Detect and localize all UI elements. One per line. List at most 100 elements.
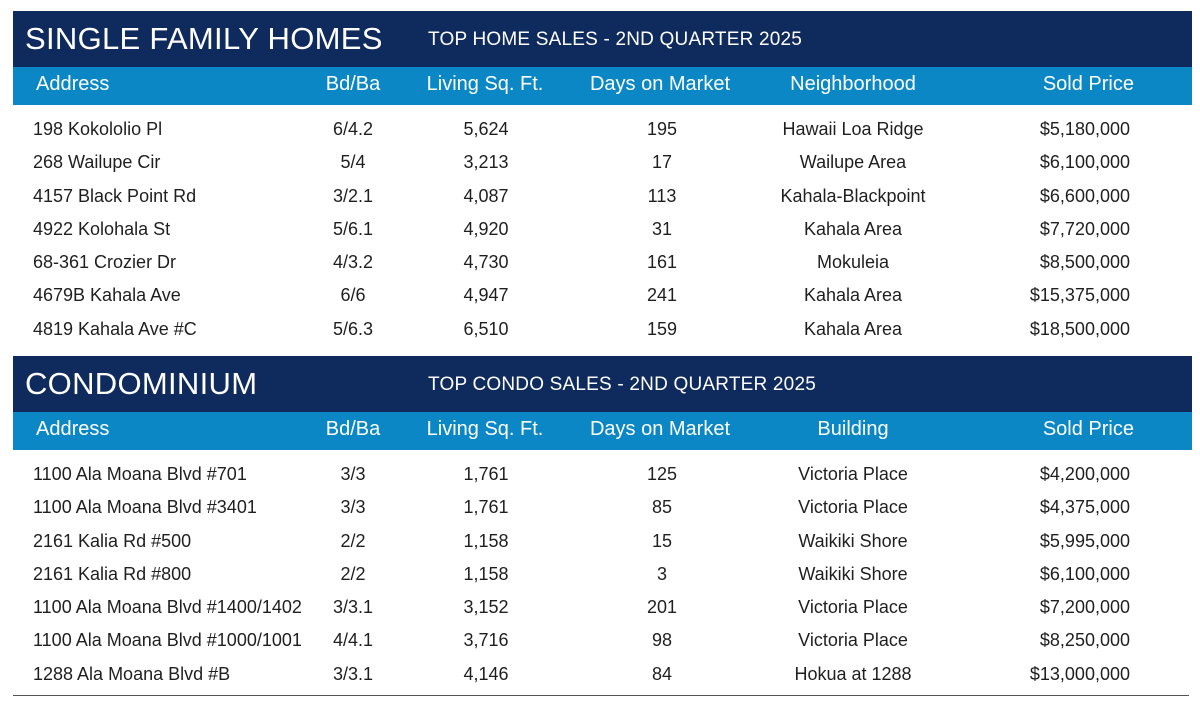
cell-address: 4679B Kahala Ave (33, 285, 181, 306)
cell-address: 2161 Kalia Rd #800 (33, 563, 192, 584)
cell-price: $4,200,000 (1039, 464, 1130, 484)
condominium-section: CONDOMINIUM TOP CONDO SALES - 2ND QUARTE… (13, 356, 1192, 691)
cell-days: 201 (646, 597, 678, 618)
cell-sqft: 3,716 (463, 630, 509, 651)
bottom-divider (13, 695, 1189, 696)
header-building: Building (817, 418, 889, 440)
cell-days: 84 (651, 663, 673, 684)
cell-sqft: 1,158 (463, 563, 509, 584)
section-title: CONDOMINIUM (25, 366, 258, 401)
cell-location: Victoria Place (798, 630, 908, 651)
cell-bdba: 3/2.1 (332, 185, 374, 206)
cell-sqft: 5,624 (463, 119, 509, 139)
cell-bdba: 3/3 (340, 464, 366, 484)
cell-price: $5,995,000 (1039, 530, 1130, 551)
table-body: 1100 Ala Moana Blvd #701 3/3 1,761 125 Victo… (13, 450, 1192, 691)
cell-days: 3 (656, 563, 668, 584)
cell-bdba: 6/4.2 (332, 119, 374, 139)
table-row: 198 Kokololio Pl 6/4.2 5,624 195 Hawaii Loa … (13, 113, 1192, 146)
header-address: Address (36, 73, 110, 95)
table-body: 198 Kokololio Pl 6/4.2 5,624 195 Hawaii Loa … (13, 105, 1192, 346)
cell-days: 161 (646, 252, 678, 273)
cell-sqft: 1,761 (463, 464, 509, 484)
single-family-section: SINGLE FAMILY HOMES TOP HOME SALES - 2ND… (13, 11, 1192, 346)
table-header: Address Bd/Ba Living Sq. Ft. Days on Mar… (13, 412, 1192, 450)
table-row: 2161 Kalia Rd #800 2/2 1,158 3 Waikiki Shore… (13, 558, 1192, 591)
header-bdba: Bd/Ba (325, 73, 381, 95)
header-days: Days on Market (589, 418, 731, 440)
table-row: 4922 Kolohala St 5/6.1 4,920 31 Kahala Area $… (13, 213, 1192, 246)
table-row: 1100 Ala Moana Blvd #701 3/3 1,761 125 Victo… (13, 458, 1192, 491)
cell-bdba: 3/3.1 (332, 597, 374, 618)
cell-location: Kahala Area (803, 285, 903, 306)
table-row: 68-361 Crozier Dr 4/3.2 4,730 161 Mokuleia $8… (13, 246, 1192, 279)
cell-address: 1100 Ala Moana Blvd #1000/1001 (33, 630, 302, 651)
cell-price: $8,500,000 (1039, 252, 1130, 273)
cell-bdba: 5/4 (340, 152, 366, 173)
table-row: 1100 Ala Moana Blvd #1400/1402 3/3.1 3,152… (13, 591, 1192, 624)
cell-bdba: 6/6 (340, 285, 366, 306)
cell-location: Hawaii Loa Ridge (782, 119, 924, 139)
header-bdba: Bd/Ba (325, 418, 381, 440)
cell-days: 159 (646, 318, 678, 339)
cell-location: Wailupe Area (799, 152, 907, 173)
cell-address: 68-361 Crozier Dr (33, 252, 177, 273)
cell-address: 268 Wailupe Cir (33, 152, 161, 173)
header-price: Sold Price (1042, 418, 1134, 440)
cell-location: Kahala-Blackpoint (780, 185, 926, 206)
table-row: 1288 Ala Moana Blvd #B 3/3.1 4,146 84 Hokua … (13, 658, 1192, 691)
header-sqft: Living Sq. Ft. (426, 73, 544, 95)
cell-location: Hokua at 1288 (794, 663, 912, 684)
cell-address: 2161 Kalia Rd #500 (33, 530, 192, 551)
cell-sqft: 4,087 (463, 185, 509, 206)
cell-days: 113 (647, 185, 677, 206)
cell-sqft: 6,510 (463, 318, 509, 339)
cell-sqft: 4,920 (463, 218, 509, 239)
cell-price: $5,180,000 (1039, 119, 1130, 139)
cell-sqft: 3,213 (463, 152, 509, 173)
cell-address: 4922 Kolohala St (33, 218, 171, 239)
cell-price: $4,375,000 (1039, 497, 1130, 518)
table-row: 268 Wailupe Cir 5/4 3,213 17 Wailupe Area $6,… (13, 146, 1192, 179)
cell-price: $6,100,000 (1039, 563, 1130, 584)
cell-bdba: 4/3.2 (332, 252, 374, 273)
cell-days: 15 (651, 530, 673, 551)
cell-price: $13,000,000 (1029, 663, 1130, 684)
table-header: Address Bd/Ba Living Sq. Ft. Days on Mar… (13, 67, 1192, 105)
cell-price: $6,600,000 (1039, 185, 1130, 206)
table-row: 1100 Ala Moana Blvd #3401 3/3 1,761 85 Victo… (13, 491, 1192, 524)
cell-address: 4819 Kahala Ave #C (33, 318, 197, 339)
header-address: Address (36, 418, 110, 440)
header-days: Days on Market (589, 73, 731, 95)
cell-days: 125 (646, 464, 678, 484)
cell-address: 1100 Ala Moana Blvd #3401 (33, 497, 257, 518)
cell-address: 1288 Ala Moana Blvd #B (33, 663, 231, 684)
cell-price: $18,500,000 (1029, 318, 1130, 339)
cell-sqft: 4,146 (463, 663, 509, 684)
header-sqft: Living Sq. Ft. (426, 418, 544, 440)
cell-days: 17 (651, 152, 673, 173)
condominium-title-bar: CONDOMINIUM TOP CONDO SALES - 2ND QUARTE… (13, 356, 1192, 412)
cell-sqft: 1,158 (463, 530, 509, 551)
cell-price: $8,250,000 (1039, 630, 1130, 651)
cell-bdba: 5/6.3 (332, 318, 374, 339)
cell-bdba: 3/3.1 (332, 663, 374, 684)
cell-price: $6,100,000 (1039, 152, 1130, 173)
table-row: 4679B Kahala Ave 6/6 4,947 241 Kahala Area $1… (13, 279, 1192, 312)
section-title: SINGLE FAMILY HOMES (25, 21, 383, 56)
cell-location: Victoria Place (798, 497, 908, 518)
cell-location: Kahala Area (803, 218, 903, 239)
cell-location: Victoria Place (798, 597, 908, 618)
cell-days: 98 (651, 630, 673, 651)
cell-sqft: 1,761 (463, 497, 509, 518)
cell-location: Waikiki Shore (798, 563, 908, 584)
table-row: 2161 Kalia Rd #500 2/2 1,158 15 Waikiki Shor… (13, 525, 1192, 558)
cell-days: 31 (651, 218, 673, 239)
cell-bdba: 3/3 (340, 497, 366, 518)
section-subtitle: TOP CONDO SALES - 2ND QUARTER 2025 (428, 374, 816, 395)
cell-days: 85 (651, 497, 673, 518)
header-neighborhood: Neighborhood (790, 73, 916, 95)
cell-location: Victoria Place (798, 464, 908, 484)
header-price: Sold Price (1042, 73, 1134, 95)
